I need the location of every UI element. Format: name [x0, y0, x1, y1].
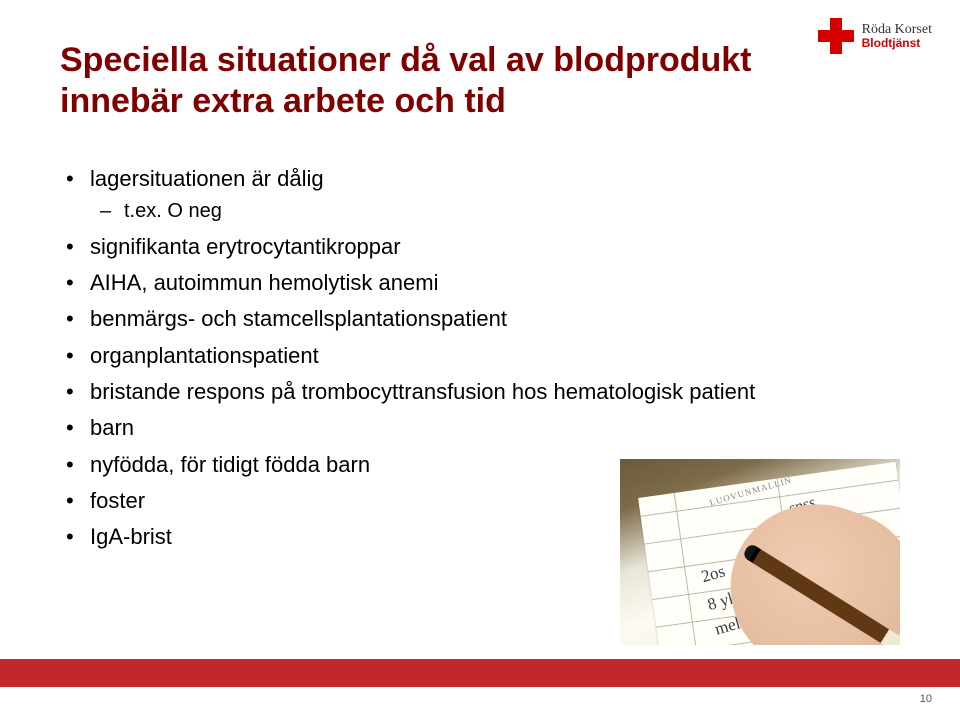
sub-list-item: t.ex. O neg	[90, 198, 900, 226]
red-cross-icon	[818, 18, 854, 54]
bullet-text: organplantationspatient	[90, 343, 319, 368]
logo-line2: Blodtjänst	[862, 37, 932, 50]
list-item: signifikanta erytrocytantikroppar	[60, 232, 900, 262]
bullet-text: barn	[90, 415, 134, 440]
page-number: 10	[920, 693, 932, 705]
handwriting: 2os	[699, 561, 727, 587]
sub-list: t.ex. O neg	[90, 198, 900, 226]
list-item: organplantationspatient	[60, 341, 900, 371]
bullet-text: AIHA, autoimmun hemolytisk anemi	[90, 270, 438, 295]
list-item: AIHA, autoimmun hemolytisk anemi	[60, 268, 900, 298]
list-item: benmärgs- och stamcellsplantationspatien…	[60, 304, 900, 334]
bullet-text: lagersituationen är dålig	[90, 166, 324, 191]
footer-bar	[0, 659, 960, 687]
bullet-text: benmärgs- och stamcellsplantationspatien…	[90, 306, 507, 331]
illustration-photo: LUOVUNMALLIN spss E2A 8 2os 8 yks PS mel…	[620, 459, 900, 645]
brand-logo: Röda Korset Blodtjänst	[818, 18, 932, 54]
slide-title: Speciella situationer då val av blodprod…	[60, 40, 800, 122]
logo-line1: Röda Korset	[862, 22, 932, 37]
bullet-text: foster	[90, 488, 145, 513]
slide: Röda Korset Blodtjänst Speciella situati…	[0, 0, 960, 713]
bullet-text: IgA-brist	[90, 524, 172, 549]
bullet-text: signifikanta erytrocytantikroppar	[90, 234, 401, 259]
bullet-text: nyfödda, för tidigt födda barn	[90, 452, 370, 477]
sub-bullet-text: t.ex. O neg	[124, 200, 222, 222]
list-item: lagersituationen är dålig t.ex. O neg	[60, 164, 900, 226]
bullet-text: bristande respons på trombocyttransfusio…	[90, 379, 755, 404]
list-item: bristande respons på trombocyttransfusio…	[60, 377, 900, 407]
list-item: barn	[60, 413, 900, 443]
logo-text: Röda Korset Blodtjänst	[862, 22, 932, 51]
